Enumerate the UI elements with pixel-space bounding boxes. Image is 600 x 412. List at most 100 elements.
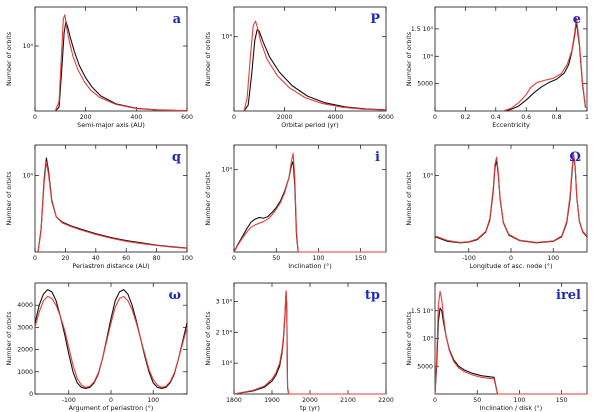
x-tick-label: 100 (181, 255, 193, 262)
y-tick-label: 10⁴ (423, 336, 434, 343)
x-tick-label: 400 (130, 114, 142, 121)
y-axis-label: Number of orbits (405, 31, 413, 86)
x-tick-label: -100 (62, 397, 76, 404)
series-line-black (243, 28, 387, 112)
y-tick-label: 1000 (17, 369, 33, 376)
x-tick-label: 0.8 (552, 114, 562, 121)
plot-frame (434, 144, 588, 253)
y-tick-label: 2000 (17, 347, 33, 354)
x-tick-label: 600 (181, 114, 193, 121)
panel-label: ω (169, 288, 181, 303)
x-tick-label: 50 (473, 397, 481, 404)
panel-label: irel (556, 288, 581, 303)
chart-panel-irel: 0 50 100 150 5000 10⁴ 1.5 10⁴ Inclination / dis… (405, 282, 588, 412)
series-line-red (34, 295, 188, 388)
x-tick-label: 0 (33, 114, 37, 121)
series-line-red (233, 152, 386, 253)
panel-label: Ω (569, 150, 581, 165)
x-tick-label: 0.4 (491, 114, 501, 121)
y-tick-label: 10⁴ (222, 167, 233, 174)
y-axis-label: Number of orbits (5, 31, 13, 86)
plot-frame (434, 282, 588, 395)
x-axis-label: Periastron distance (AU) (72, 262, 149, 270)
x-tick-label: 6000 (378, 114, 394, 121)
x-tick-label: 1 (585, 114, 589, 121)
x-tick-label: 0 (509, 255, 513, 262)
y-tick-label: 3 10⁴ (216, 299, 233, 306)
plot-frame (34, 6, 188, 112)
y-tick-label: 4000 (17, 302, 33, 309)
x-axis-label: Inclination / disk (°) (480, 404, 543, 412)
series-line-red (434, 290, 587, 395)
y-tick-label: 10⁴ (423, 53, 434, 60)
y-tick-label: 5000 (417, 81, 433, 88)
y-tick-label: 10⁴ (423, 173, 434, 180)
plot-frame (434, 6, 588, 112)
x-tick-label: 100 (514, 397, 526, 404)
x-tick-label: 2200 (378, 397, 394, 404)
y-axis-label: Number of orbits (5, 171, 13, 226)
x-tick-label: 0.2 (460, 114, 470, 121)
x-tick-label: 60 (122, 255, 130, 262)
x-tick-label: 40 (92, 255, 100, 262)
x-tick-label: 0 (433, 397, 437, 404)
x-tick-label: 50 (272, 255, 280, 262)
x-tick-label: 2000 (302, 397, 318, 404)
x-tick-label: 100 (313, 255, 325, 262)
y-axis-label: Number of orbits (405, 311, 413, 366)
x-tick-label: 200 (80, 114, 92, 121)
y-tick-label: 0 (29, 391, 33, 398)
x-tick-label: 100 (547, 255, 559, 262)
chart-panel-i: 0 50 100 150 10⁴ Inclination (°) Number of orb… (204, 144, 387, 270)
x-axis-label: tp (yr) (300, 404, 320, 412)
chart-panel-tp: 1800 1900 2000 2100 2200 10⁴ 2 10⁴ 3 10⁴ tp (yr)… (204, 282, 394, 412)
x-tick-label: 0 (433, 114, 437, 121)
chart-panel-Omega: -100 0 100 10⁴ Longitude of asc. node (°) Num… (405, 144, 588, 270)
x-tick-label: 150 (556, 397, 568, 404)
plot-frame (233, 144, 387, 253)
series-line-red (233, 290, 386, 395)
y-axis-label: Number of orbits (204, 171, 212, 226)
panel-label: P (370, 12, 380, 27)
x-tick-label: 150 (355, 255, 367, 262)
panel-label: q (172, 150, 181, 165)
x-tick-label: -100 (462, 255, 476, 262)
x-tick-label: 2100 (340, 397, 356, 404)
y-axis-label: Number of orbits (204, 31, 212, 86)
x-tick-label: 0 (33, 255, 37, 262)
y-tick-label: 10⁴ (23, 173, 34, 180)
x-tick-label: 0 (232, 255, 236, 262)
chart-panel-P: 0 2000 4000 6000 10⁴ Orbital period (yr) Numbe… (204, 6, 394, 129)
x-axis-label: Argument of periastron (°) (69, 404, 154, 412)
x-tick-label: 2000 (277, 114, 293, 121)
series-line-red (54, 14, 188, 112)
x-axis-label: Longitude of asc. node (°) (470, 262, 553, 270)
x-axis-label: Eccentricity (492, 121, 530, 129)
x-tick-label: 0.6 (521, 114, 531, 121)
x-axis-label: Inclination (°) (288, 262, 331, 270)
x-tick-label: 80 (153, 255, 161, 262)
y-tick-label: 3000 (17, 324, 33, 331)
x-tick-label: 0 (109, 397, 113, 404)
x-tick-label: 1900 (264, 397, 280, 404)
y-tick-label: 2 10⁴ (216, 329, 233, 336)
y-tick-label: 10⁴ (23, 43, 34, 50)
y-axis-label: Number of orbits (204, 311, 212, 366)
x-axis-label: Orbital period (yr) (281, 121, 339, 129)
plot-frame (233, 282, 387, 395)
panel-label: tp (365, 288, 380, 303)
chart-panel-a: 0 200 400 600 10⁴ Semi-major axis (AU) Number … (5, 6, 193, 129)
panel-label: a (173, 12, 182, 27)
y-axis-label: Number of orbits (405, 171, 413, 226)
y-tick-label: 10⁴ (222, 360, 233, 367)
panel-label: i (375, 150, 380, 165)
y-tick-label: 10⁴ (222, 34, 233, 41)
x-tick-label: 100 (147, 397, 159, 404)
x-tick-label: 20 (61, 255, 69, 262)
plot-frame (233, 6, 387, 112)
panel-label: e (573, 12, 581, 27)
y-tick-label: 1.5 10⁴ (411, 308, 434, 315)
series-line-red (37, 161, 188, 253)
